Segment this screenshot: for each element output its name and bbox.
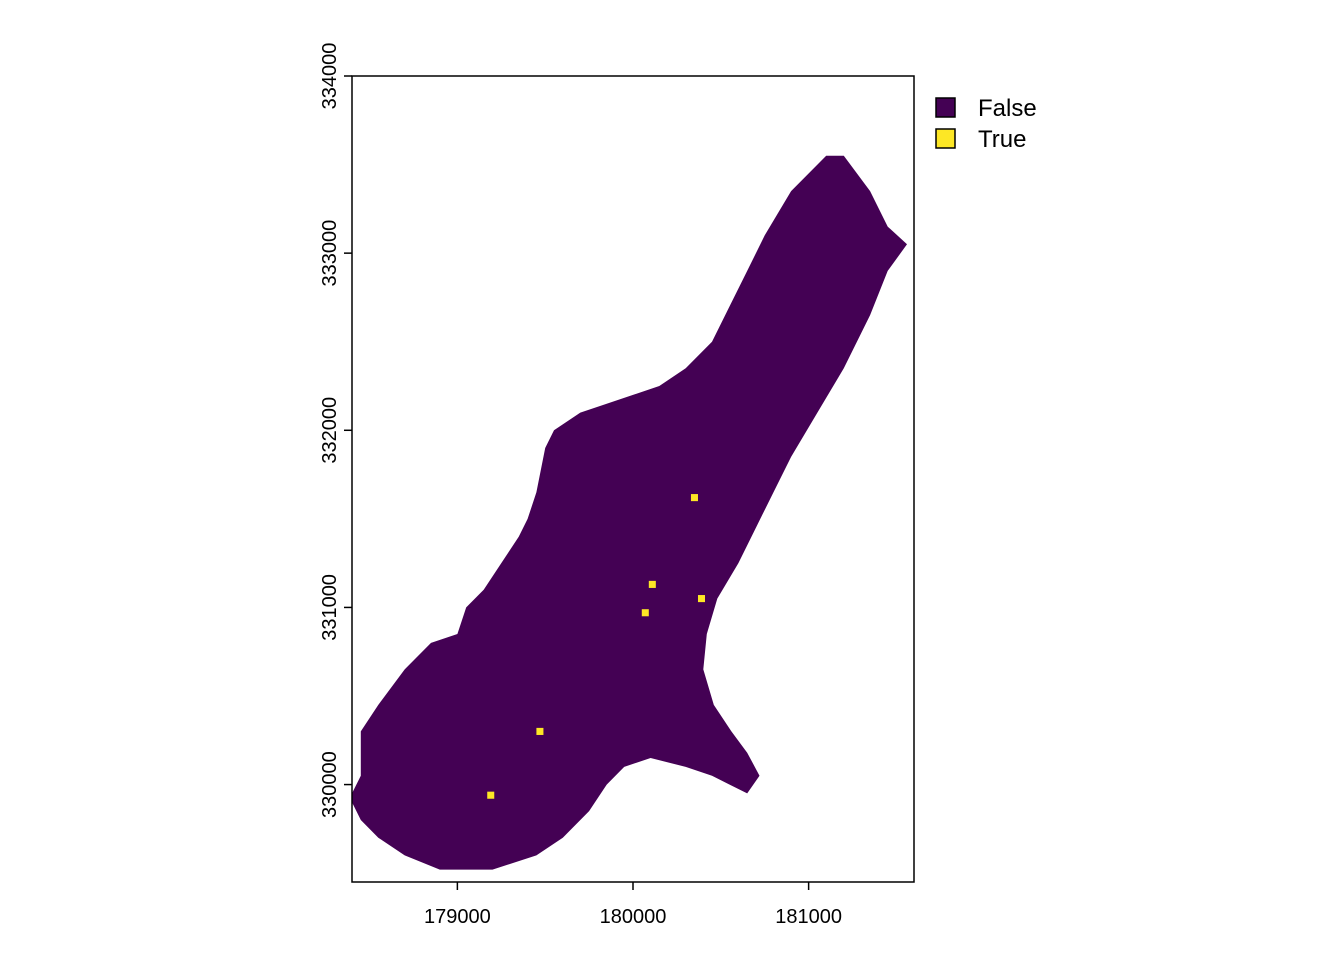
y-tick-label-1: 330000 xyxy=(319,751,341,818)
y-axis: 330000 331000 332000 333000 334000 xyxy=(319,43,352,818)
raster-cell-true-1 xyxy=(690,494,698,502)
y-tick-label-5: 334000 xyxy=(319,43,341,110)
raster-cell-true-2 xyxy=(648,580,656,588)
y-tick-label-4: 333000 xyxy=(319,220,341,287)
raster-cell-true-6 xyxy=(487,791,495,799)
legend-label-true: True xyxy=(978,126,1026,153)
x-tick-label-3: 181000 xyxy=(775,906,842,928)
legend-key-false xyxy=(935,97,956,118)
raster-layer xyxy=(352,155,907,870)
raster-cell-true-5 xyxy=(536,727,544,735)
legend-key-true xyxy=(935,128,956,149)
y-tick-label-2: 331000 xyxy=(319,574,341,641)
legend-label-false: False xyxy=(978,95,1037,122)
raster-cell-true-4 xyxy=(697,595,706,603)
raster-cells-false xyxy=(352,155,907,870)
x-tick-label-1: 179000 xyxy=(424,906,491,928)
legend: False True xyxy=(935,95,1037,153)
raster-cell-true-3 xyxy=(641,609,649,617)
x-axis: 179000 180000 181000 xyxy=(424,882,842,928)
x-tick-label-2: 180000 xyxy=(600,906,667,928)
y-tick-label-3: 332000 xyxy=(319,397,341,464)
